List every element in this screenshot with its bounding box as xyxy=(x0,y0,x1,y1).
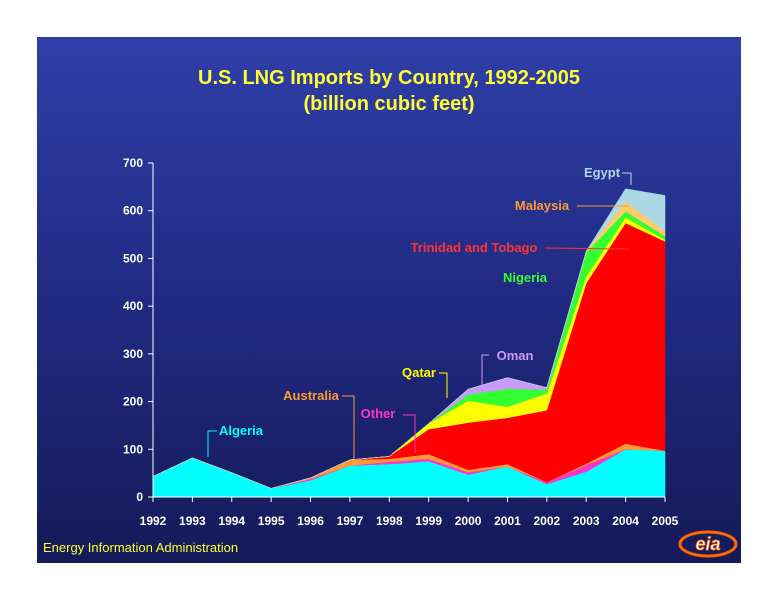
leader-line-trinidad-and-tobago xyxy=(544,247,630,250)
x-tick-label: 2001 xyxy=(494,514,521,528)
y-tick-label: 100 xyxy=(123,442,143,456)
y-tick-label: 400 xyxy=(123,299,143,313)
y-tick-label: 700 xyxy=(123,156,143,170)
label-qatar: Qatar xyxy=(402,365,436,380)
axes: 0 100 200 300 400 500 600 700 1992 1993 1994 1995 19… xyxy=(123,156,679,528)
x-tick-label: 1992 xyxy=(140,514,167,528)
x-tick-label: 2002 xyxy=(533,514,560,528)
label-egypt: Egypt xyxy=(584,165,621,180)
leader-line-other xyxy=(403,414,416,453)
x-tick-label: 1999 xyxy=(415,514,442,528)
eia-logo: eia xyxy=(678,530,738,558)
label-malaysia: Malaysia xyxy=(515,198,570,213)
leader-line-algeria xyxy=(207,430,217,457)
eia-logo-swoosh xyxy=(678,530,738,558)
label-algeria: Algeria xyxy=(219,423,264,438)
leader-line-qatar xyxy=(439,372,448,398)
label-trinidad-and-tobago: Trinidad and Tobago xyxy=(411,240,538,255)
chart-title: U.S. LNG Imports by Country, 1992-2005 xyxy=(198,67,580,89)
x-tick-label: 2004 xyxy=(612,514,639,528)
x-tick-label: 2003 xyxy=(573,514,600,528)
label-other: Other xyxy=(361,406,396,421)
eia-logo-text: eia xyxy=(695,534,720,554)
slide: U.S. LNG Imports by Country, 1992-2005 (… xyxy=(37,37,741,563)
y-tick-label: 0 xyxy=(136,490,143,504)
y-tick-label: 300 xyxy=(123,347,143,361)
area-layers xyxy=(152,188,666,498)
x-tick-label: 1994 xyxy=(218,514,245,528)
annotations: Egypt Malaysia Trinidad and Tobago Nigeria O… xyxy=(207,165,632,460)
label-australia: Australia xyxy=(283,388,339,403)
chart-subtitle: (billion cubic feet) xyxy=(303,93,475,115)
x-tick-label: 1997 xyxy=(337,514,364,528)
stacked-area-chart: 0 100 200 300 400 500 600 700 1992 1993 1994 1995 19… xyxy=(123,156,679,528)
y-tick-label: 500 xyxy=(123,251,143,265)
leader-line-egypt xyxy=(622,172,632,185)
x-tick-label: 1998 xyxy=(376,514,403,528)
y-tick-label: 600 xyxy=(123,204,143,218)
x-tick-label: 1993 xyxy=(179,514,206,528)
y-tick-label: 200 xyxy=(123,395,143,409)
x-tick-label: 1995 xyxy=(258,514,285,528)
x-tick-label: 2000 xyxy=(455,514,482,528)
source-credit: Energy Information Administration xyxy=(43,540,239,555)
leader-line-oman xyxy=(481,354,489,390)
label-nigeria: Nigeria xyxy=(503,270,548,285)
x-tick-label: 2005 xyxy=(652,514,679,528)
leader-line-australia xyxy=(342,395,355,460)
label-oman: Oman xyxy=(497,348,534,363)
x-tick-label: 1996 xyxy=(297,514,324,528)
area-egypt xyxy=(152,188,666,489)
